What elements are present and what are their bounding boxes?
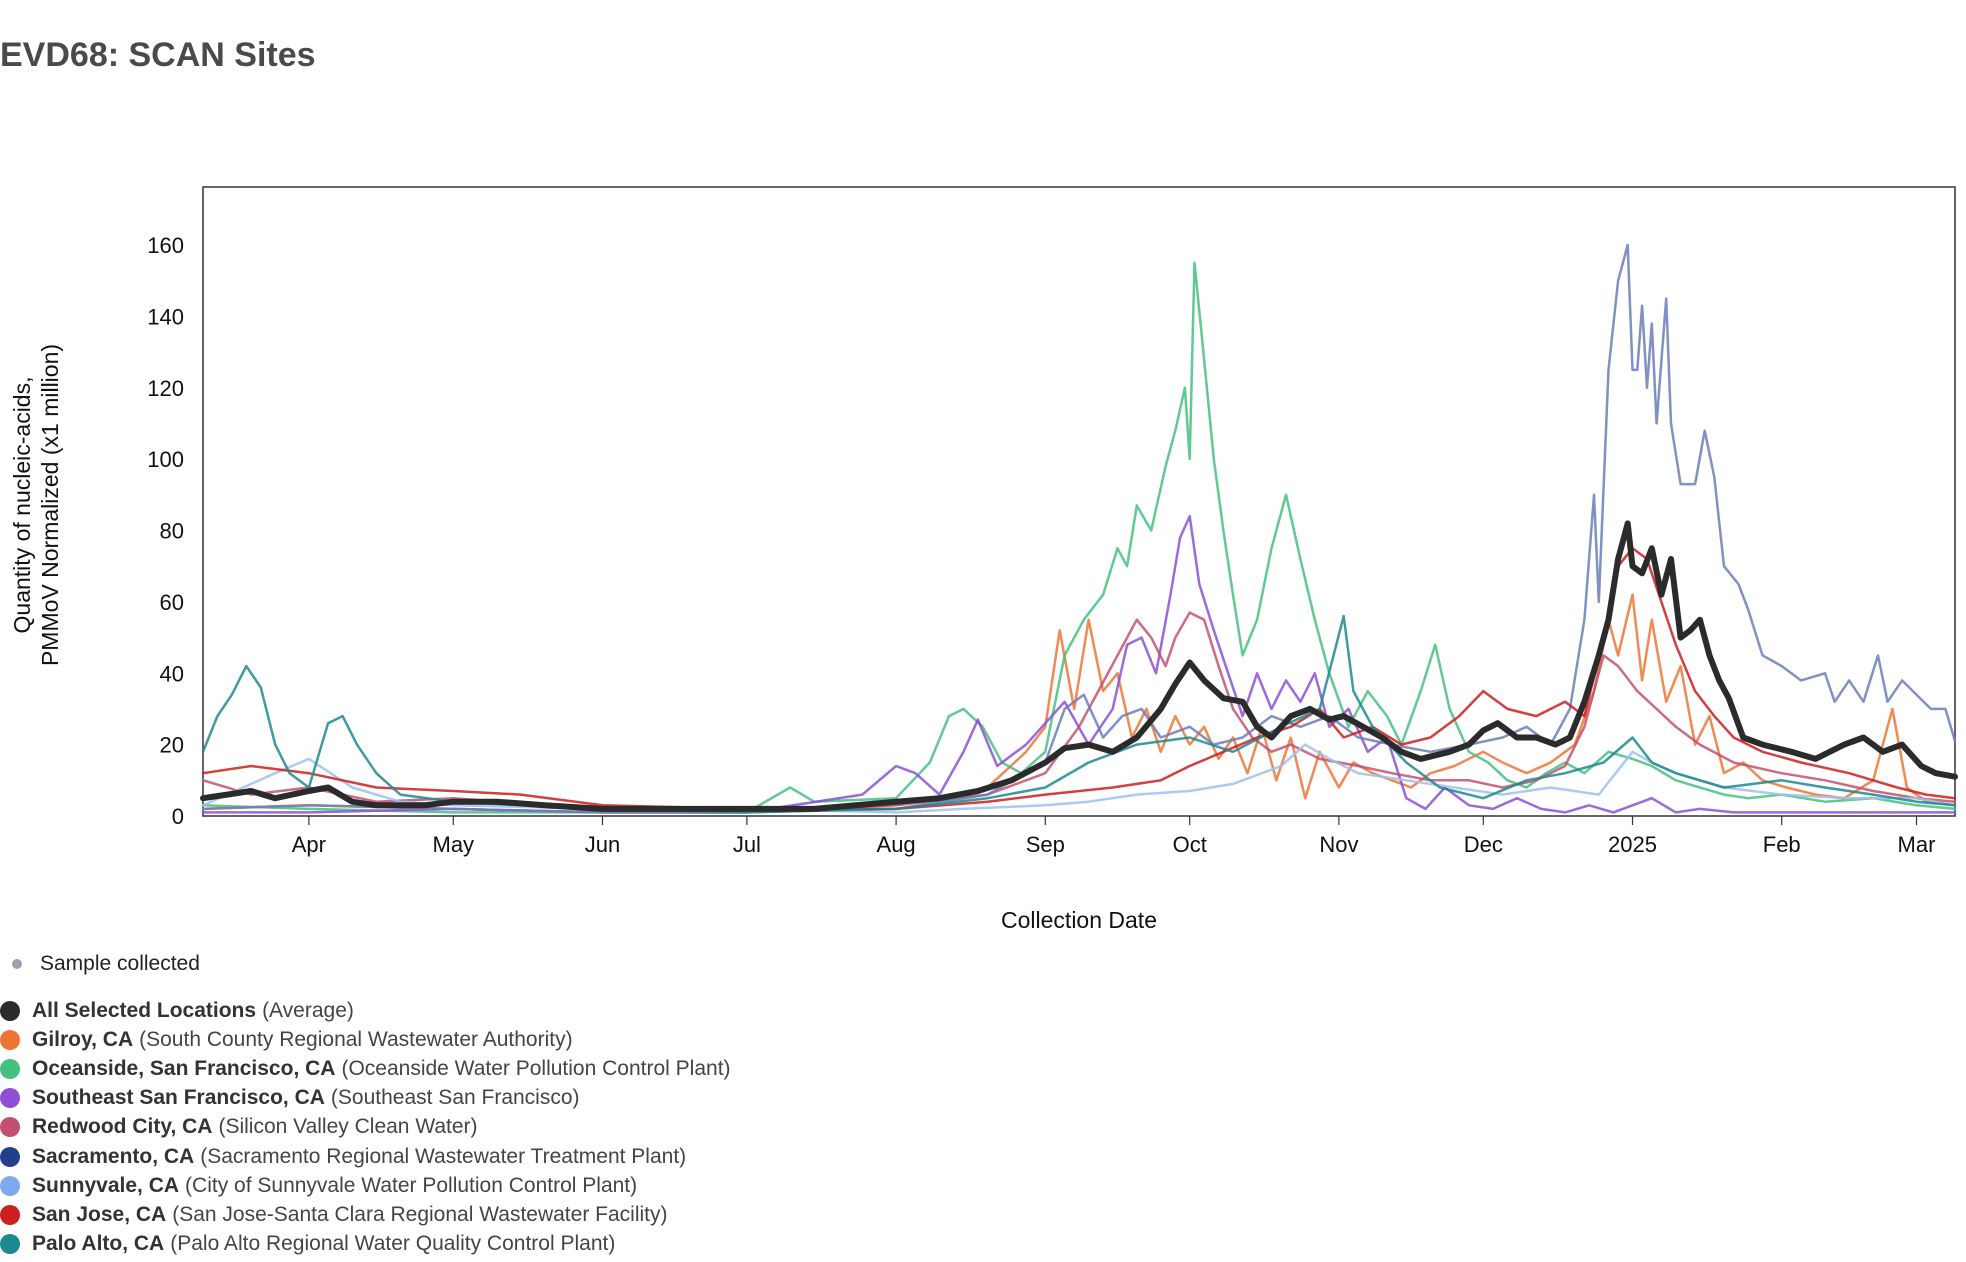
legend-swatch-icon — [0, 1058, 20, 1079]
legend-location: Oceanside, San Francisco, CA — [32, 1056, 336, 1080]
legend-location: Redwood City, CA — [32, 1115, 213, 1139]
y-tick-label: 40 — [160, 661, 184, 686]
chart: 0 20 40 60 80 100 120 140 160 Apr May Jun Jul Aug Sep… — [9, 186, 1958, 933]
series-line-palo-alto-ca — [201, 614, 1957, 814]
y-axis-title-line-2: PMMoV Normalized (x1 million) — [37, 344, 63, 666]
sample-dot-icon — [12, 959, 22, 969]
x-tick-label: Sep — [1026, 832, 1065, 857]
x-axis: Apr May Jun Jul Aug Sep Oct Nov Dec 2025 Feb Mar — [292, 816, 1936, 857]
x-tick-label: Apr — [292, 832, 326, 857]
legend-location: Sacramento, CA — [32, 1144, 195, 1168]
legend-detail: (Southeast San Francisco) — [330, 1086, 580, 1110]
y-axis-title: Quantity of nucleic-acids, PMMoV Normali… — [9, 344, 63, 666]
legend-swatch-icon — [0, 1175, 20, 1196]
series-line-all-selected-locations — [200, 520, 1958, 812]
legend-detail: (Sacramento Regional Wastewater Treatmen… — [200, 1144, 687, 1168]
x-tick-label: Oct — [1173, 832, 1207, 857]
x-tick-label: May — [433, 832, 475, 857]
legend-detail: (Silicon Valley Clean Water) — [218, 1115, 478, 1139]
legend-location: Southeast San Francisco, CA — [32, 1086, 325, 1110]
legend-detail: (Average) — [262, 998, 354, 1022]
series-line-gilroy-ca — [201, 593, 1957, 814]
legend-location: San Jose, CA — [32, 1202, 167, 1226]
legend-item[interactable]: Southeast San Francisco, CA (Southeast Sa… — [0, 1084, 731, 1113]
y-tick-label: 20 — [160, 733, 184, 758]
legend: All Selected Locations (Average) Gilroy, C… — [0, 996, 731, 1259]
y-tick-label: 100 — [147, 447, 184, 472]
x-tick-label: 2025 — [1608, 832, 1657, 857]
y-tick-label: 80 — [160, 519, 184, 544]
series-line-southeast-san-francisco-ca — [201, 514, 1957, 814]
y-tick-label: 160 — [147, 233, 184, 258]
legend-swatch-icon — [0, 1146, 20, 1167]
legend-item[interactable]: San Jose, CA (San Jose-Santa Clara Region… — [0, 1200, 731, 1229]
legend-location: Palo Alto, CA — [32, 1232, 165, 1256]
legend-item[interactable]: Oceanside, San Francisco, CA (Oceanside W… — [0, 1054, 731, 1083]
y-tick-label: 60 — [160, 590, 184, 615]
y-tick-label: 140 — [147, 304, 184, 329]
y-axis: 0 20 40 60 80 100 120 140 160 — [147, 233, 184, 829]
legend-swatch-icon — [0, 1117, 20, 1138]
legend-detail: (Palo Alto Regional Water Quality Contro… — [170, 1232, 616, 1256]
plot-area-frame — [202, 186, 1956, 817]
legend-sample-collected: Sample collected — [8, 952, 200, 976]
legend-location: Gilroy, CA — [32, 1027, 134, 1051]
legend-swatch-icon — [0, 1204, 20, 1225]
legend-sample-label: Sample collected — [40, 952, 200, 975]
series-line-oceanside-san-francisco-ca — [201, 261, 1957, 814]
x-axis-title: Collection Date — [1001, 907, 1157, 933]
legend-detail: (Oceanside Water Pollution Control Plant… — [341, 1056, 731, 1080]
y-tick-label: 0 — [172, 804, 184, 829]
legend-item[interactable]: Palo Alto, CA (Palo Alto Regional Water Q… — [0, 1230, 731, 1259]
legend-detail: (City of Sunnyvale Water Pollution Contr… — [185, 1173, 638, 1197]
legend-item[interactable]: Sunnyvale, CA (City of Sunnyvale Water Po… — [0, 1171, 731, 1200]
x-tick-label: Jun — [585, 832, 620, 857]
legend-item[interactable]: Sacramento, CA (Sacramento Regional Waste… — [0, 1142, 731, 1171]
legend-detail: (San Jose-Santa Clara Regional Wastewate… — [172, 1202, 668, 1226]
legend-detail: (South County Regional Wastewater Author… — [139, 1027, 573, 1051]
legend-item[interactable]: All Selected Locations (Average) — [0, 996, 731, 1025]
legend-item[interactable]: Gilroy, CA (South County Regional Wastewa… — [0, 1025, 731, 1054]
x-tick-label: Feb — [1763, 832, 1801, 857]
x-tick-label: Mar — [1898, 832, 1936, 857]
legend-swatch-icon — [0, 1029, 20, 1050]
page-title: EVD68: SCAN Sites — [0, 36, 316, 74]
y-tick-label: 120 — [147, 376, 184, 401]
x-tick-label: Nov — [1319, 832, 1358, 857]
x-tick-label: Dec — [1464, 832, 1503, 857]
series-layer — [200, 243, 1958, 814]
legend-item[interactable]: Redwood City, CA (Silicon Valley Clean Wa… — [0, 1113, 731, 1142]
legend-swatch-icon — [0, 1088, 20, 1109]
legend-swatch-icon — [0, 1000, 20, 1021]
x-tick-label: Aug — [877, 832, 916, 857]
legend-location: All Selected Locations — [32, 998, 257, 1022]
series-line-sacramento-ca — [201, 243, 1957, 814]
x-tick-label: Jul — [733, 832, 761, 857]
y-axis-title-line-1: Quantity of nucleic-acids, — [9, 377, 35, 634]
legend-swatch-icon — [0, 1234, 20, 1255]
legend-location: Sunnyvale, CA — [32, 1173, 180, 1197]
